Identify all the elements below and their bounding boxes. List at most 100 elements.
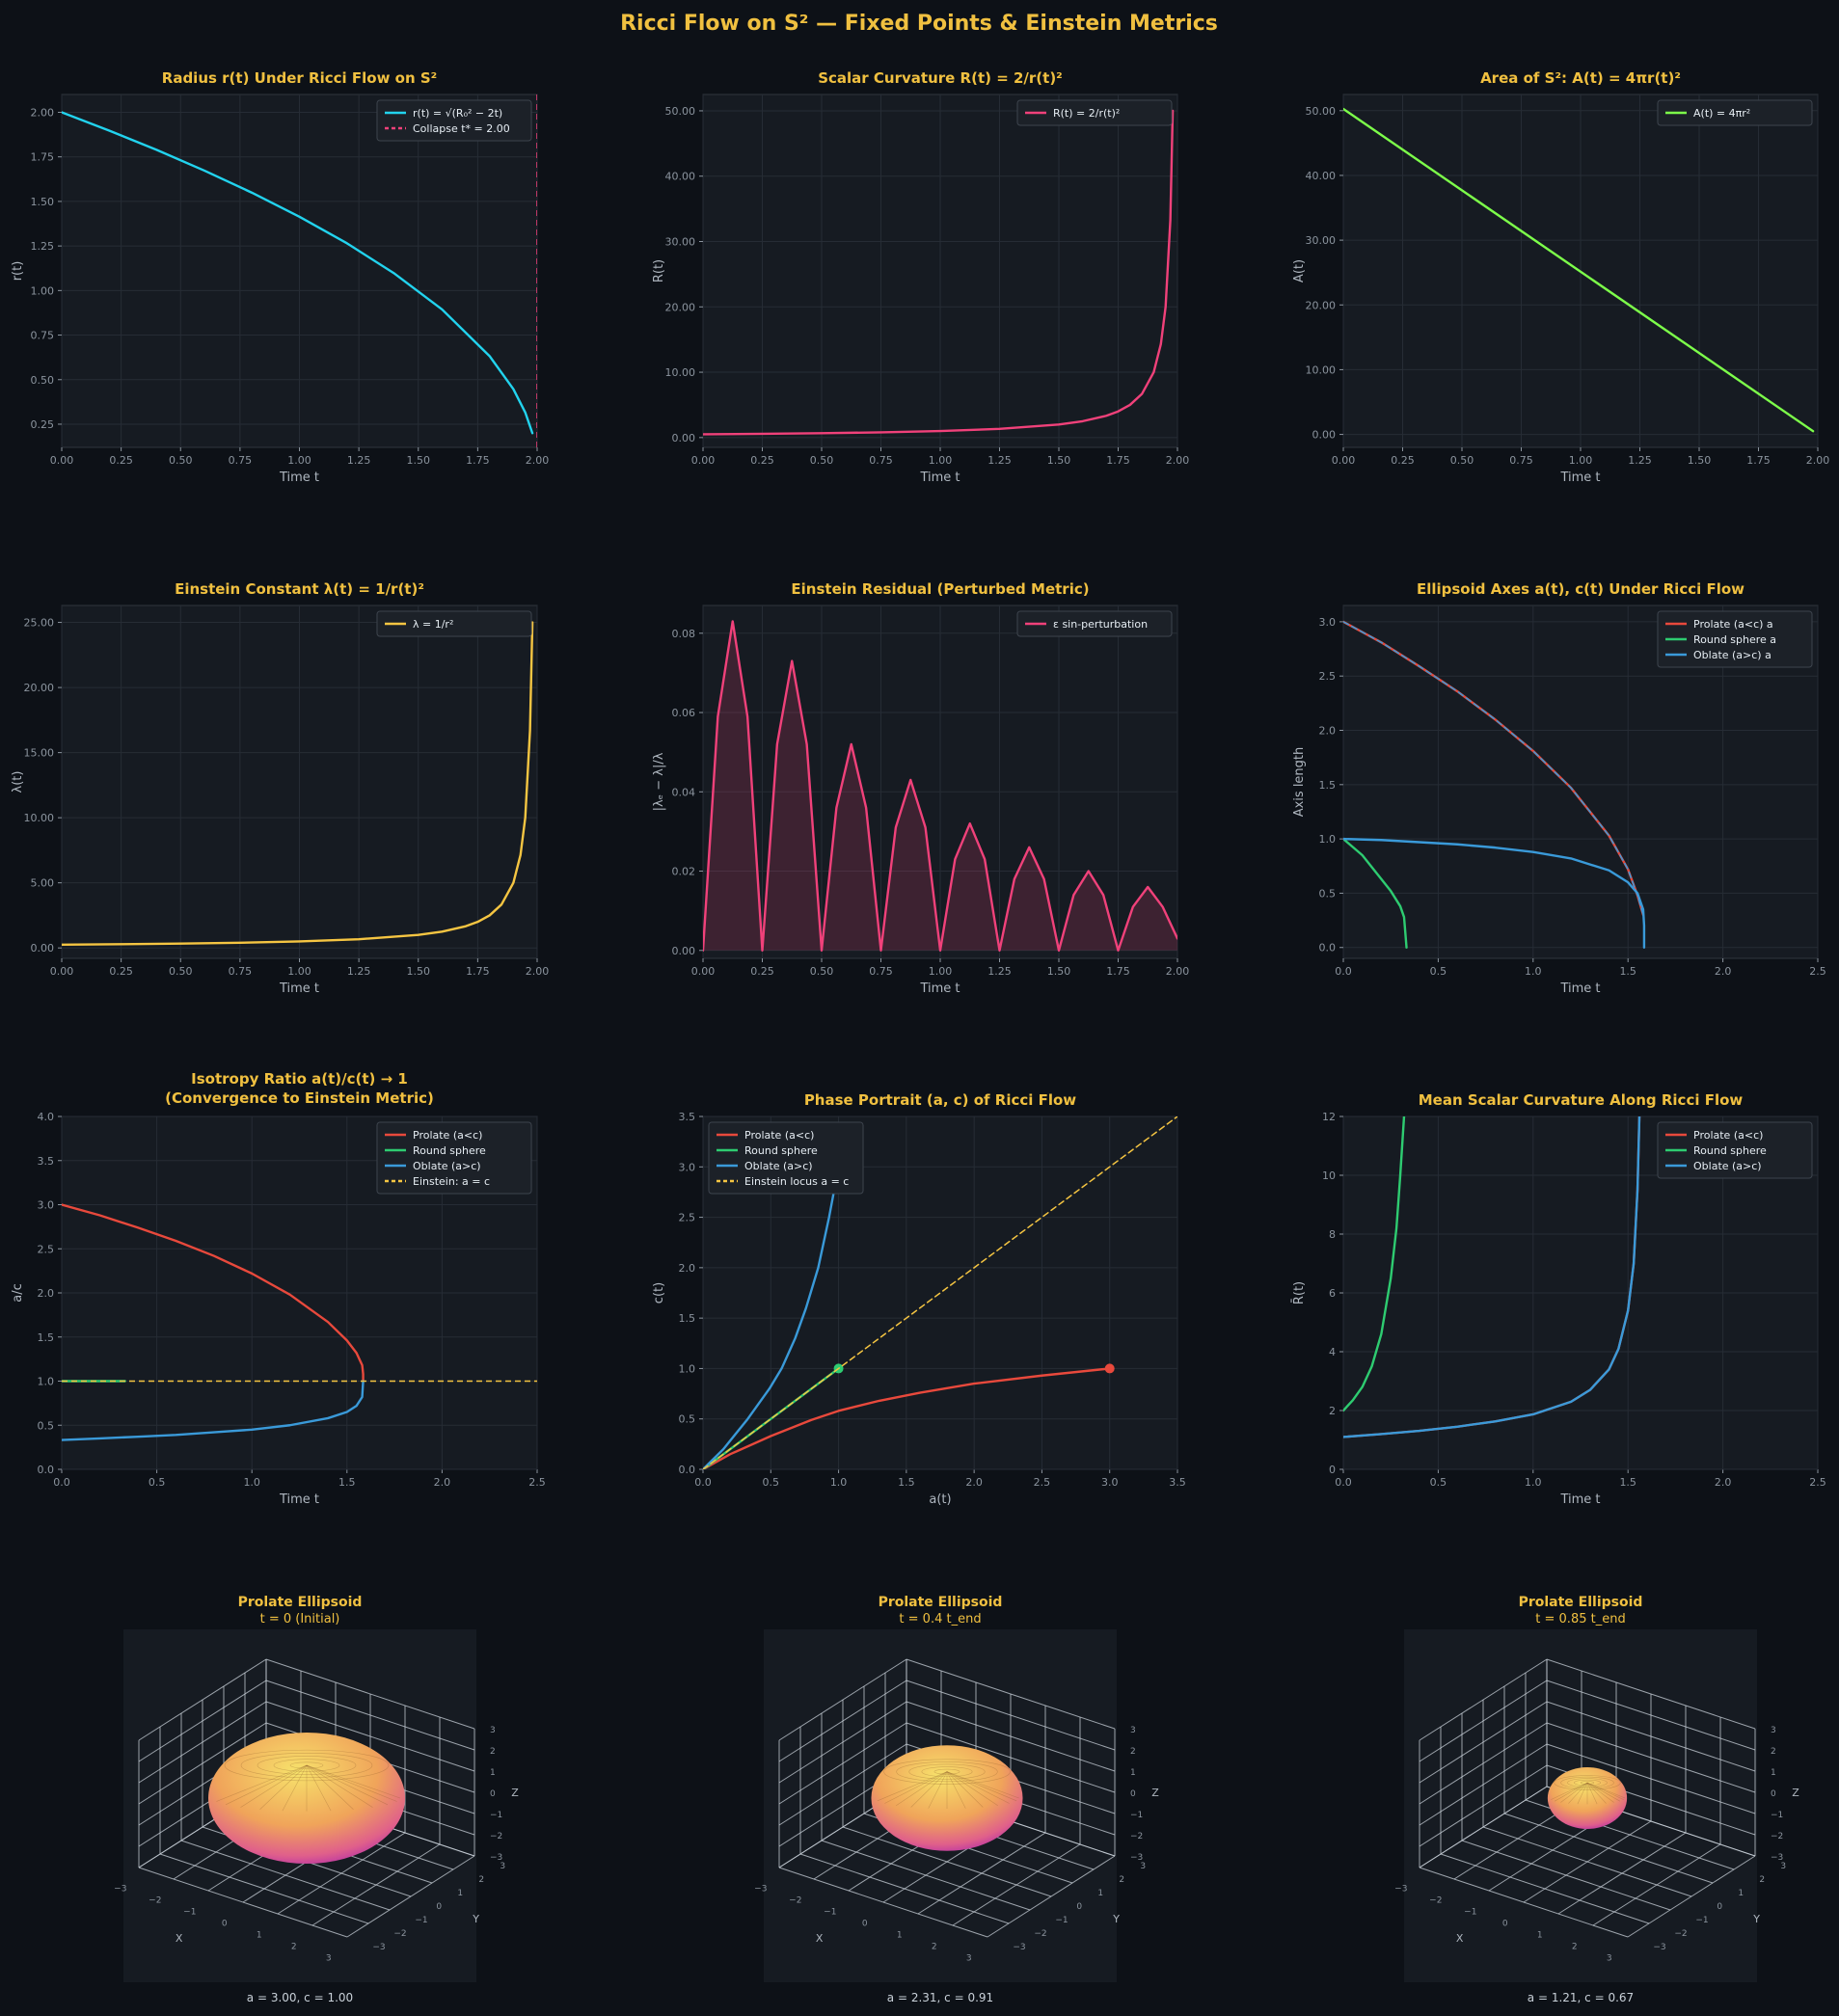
y-tick-label: 40.00: [1306, 170, 1337, 182]
legend-label: Oblate (a>c): [744, 1160, 813, 1172]
chart-title: Scalar Curvature R(t) = 2/r(t)²: [818, 69, 1063, 87]
y-tick-label: 0.04: [672, 786, 696, 798]
x-tick-label: 1.75: [466, 454, 490, 467]
z3d-tick-label: 3: [1130, 1726, 1136, 1735]
ellipsoid-caption: a = 1.21, c = 0.67: [1528, 1991, 1634, 2004]
x-tick-label: 2.00: [1806, 454, 1830, 467]
x3d-tick-label: 2: [291, 1942, 297, 1951]
y-tick-label: 0.00: [672, 432, 696, 444]
z3d-tick-label: 0: [1771, 1789, 1776, 1799]
x-tick-label: 0.50: [169, 965, 193, 978]
y-axis-label: c(t): [652, 1282, 666, 1304]
y-tick-label: 0.00: [1312, 429, 1337, 442]
x-axis-label: Time t: [279, 470, 319, 485]
y-tick-label: 2: [1329, 1405, 1336, 1417]
y-tick-label: 10.00: [1306, 363, 1337, 376]
chart-title: Isotropy Ratio a(t)/c(t) → 1: [191, 1070, 408, 1088]
x-tick-label: 2.00: [1166, 965, 1190, 978]
x-tick-label: 0.5: [1430, 1476, 1447, 1489]
x3d-tick-label: −2: [149, 1895, 161, 1905]
ellipsoid-title: Prolate Ellipsoid: [1519, 1595, 1643, 1610]
x-axis-label: Time t: [279, 981, 319, 996]
x-tick-label: 2.00: [1166, 454, 1190, 467]
x-tick-label: 2.00: [526, 454, 550, 467]
x-tick-label: 1.75: [1106, 965, 1130, 978]
y-tick-label: 20.00: [24, 682, 55, 694]
x3d-tick-label: 1: [257, 1930, 262, 1940]
y3d-tick-label: 3: [500, 1862, 505, 1871]
legend-label: Einstein: a = c: [413, 1175, 490, 1188]
y-axis-label: |λₑ − λ|/λ: [652, 752, 666, 811]
x-tick-label: 0.50: [810, 454, 834, 467]
legend: A(t) = 4πr²: [1658, 100, 1812, 125]
z3d-tick-label: 3: [1771, 1726, 1776, 1735]
y-tick-label: 3.0: [679, 1161, 696, 1173]
x-tick-label: 0.0: [694, 1476, 712, 1489]
y-tick-label: 40.00: [665, 171, 696, 183]
legend-label: Oblate (a>c): [1693, 1160, 1762, 1172]
y-tick-label: 0.0: [679, 1464, 696, 1476]
x-tick-label: 0.50: [810, 965, 834, 978]
z3d-tick-label: −1: [1771, 1811, 1783, 1820]
z3d-axis-label: Z: [1792, 1787, 1799, 1799]
legend-label: r(t) = √(R₀² − 2t): [413, 107, 502, 120]
x-tick-label: 0.5: [149, 1476, 166, 1489]
x-tick-label: 0.50: [169, 454, 193, 467]
x-tick-label: 1.00: [1569, 454, 1593, 467]
x-tick-label: 2.0: [1715, 965, 1732, 978]
ellipsoid-caption: a = 2.31, c = 0.91: [887, 1991, 993, 2004]
ellipsoid-subtitle: t = 0 (Initial): [260, 1612, 340, 1626]
legend-label: Round sphere: [413, 1144, 486, 1157]
ellipsoid-subtitle: t = 0.85 t_end: [1535, 1612, 1625, 1626]
x3d-tick-label: −2: [1429, 1895, 1442, 1905]
y-tick-label: 1.75: [31, 151, 55, 164]
legend-label: Oblate (a>c): [413, 1160, 481, 1172]
legend-label: Round sphere: [744, 1144, 818, 1157]
y-tick-label: 4.0: [38, 1111, 55, 1123]
y3d-axis-label: Y: [1752, 1913, 1760, 1925]
y-tick-label: 15.00: [24, 747, 55, 760]
x-tick-label: 3.0: [1101, 1476, 1119, 1489]
y-tick-label: 1.00: [31, 284, 55, 297]
x-tick-label: 1.25: [347, 454, 371, 467]
y3d-tick-label: 0: [436, 1902, 442, 1912]
y-tick-label: 2.5: [38, 1243, 55, 1255]
y-tick-label: 1.0: [1319, 833, 1337, 846]
legend-label: Prolate (a<c) a: [1693, 618, 1773, 631]
x-tick-label: 0.0: [53, 1476, 70, 1489]
y-tick-label: 1.5: [679, 1312, 696, 1325]
x3d-tick-label: 0: [1502, 1919, 1508, 1928]
y-axis-label: λ(t): [11, 771, 25, 793]
x-tick-label: 1.00: [929, 454, 953, 467]
y-tick-label: 30.00: [665, 236, 696, 249]
y-axis-label: A(t): [1292, 259, 1307, 282]
y-tick-label: 0.25: [31, 418, 55, 431]
x-tick-label: 0.00: [691, 454, 716, 467]
y-axis-label: R̄(t): [1292, 1281, 1307, 1304]
x-tick-label: 1.25: [347, 965, 371, 978]
x-tick-label: 2.0: [965, 1476, 983, 1489]
x-axis-label: Time t: [1559, 470, 1600, 485]
x-tick-label: 2.5: [528, 1476, 546, 1489]
y3d-tick-label: 1: [1738, 1889, 1744, 1898]
legend: R(t) = 2/r(t)²: [1017, 100, 1172, 125]
x-tick-label: 1.25: [987, 965, 1012, 978]
x-tick-label: 0.25: [109, 454, 133, 467]
y3d-tick-label: −2: [1034, 1929, 1046, 1939]
x3d-tick-label: 1: [897, 1930, 903, 1940]
x-tick-label: 0.0: [1335, 965, 1352, 978]
x3d-tick-label: −3: [1394, 1884, 1407, 1894]
z3d-tick-label: 1: [1771, 1768, 1776, 1778]
x-tick-label: 0.5: [1430, 965, 1447, 978]
y3d-tick-label: 2: [1759, 1875, 1765, 1885]
ellipsoid-subtitle: t = 0.4 t_end: [899, 1612, 981, 1626]
